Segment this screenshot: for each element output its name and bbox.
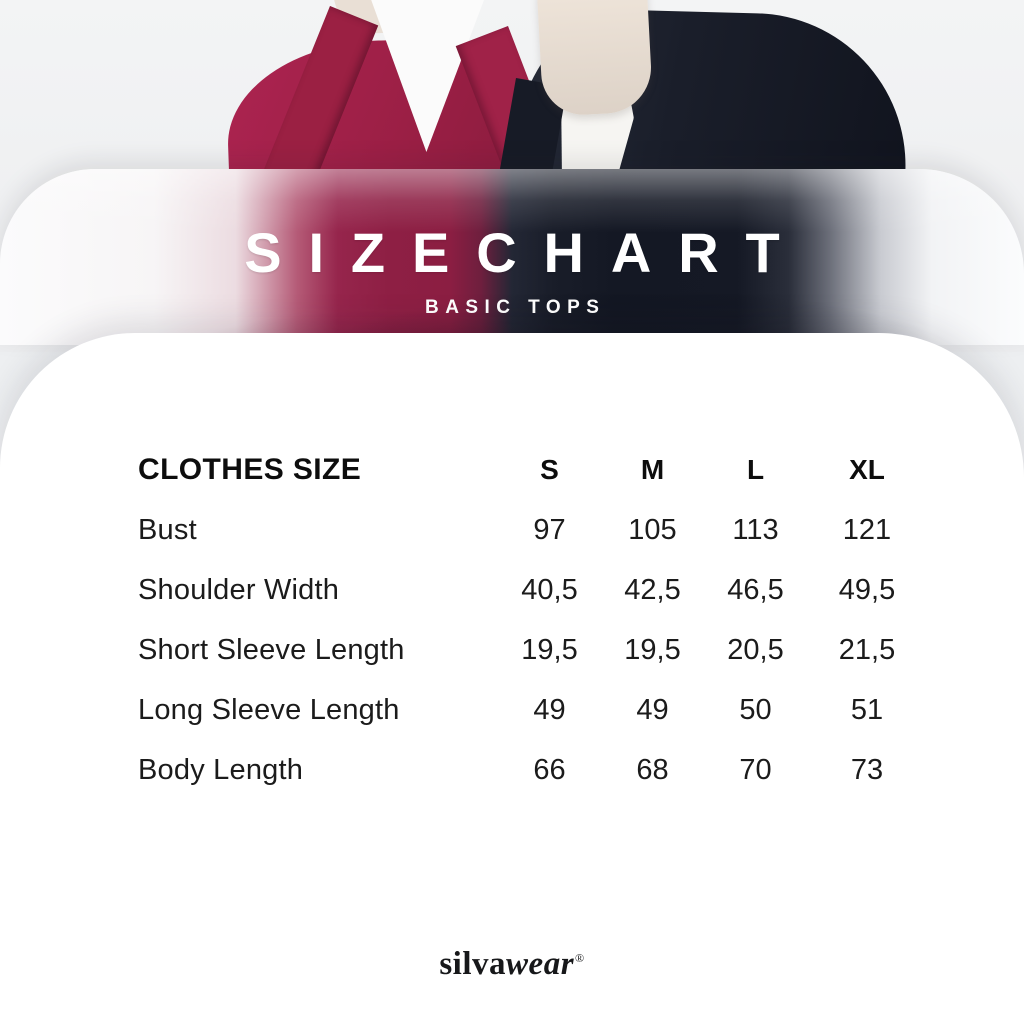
title-banner-content: SIZECHART BASIC TOPS (0, 169, 1024, 345)
row-value: 51 (850, 693, 884, 726)
table-row: Body Length 66 68 70 73 (138, 740, 928, 800)
row-value: 46,5 (727, 573, 784, 606)
column-header: M (640, 454, 665, 485)
row-value: 50 (739, 693, 772, 726)
row-label: Body Length (138, 753, 304, 786)
table-header-label: CLOTHES SIZE (138, 453, 362, 486)
row-label: Bust (138, 513, 197, 546)
size-chart-card: CLOTHES SIZE S M L XL Bust 97 105 113 121 Shoulder… (0, 333, 1024, 1024)
row-value: 66 (533, 753, 566, 786)
row-value: 113 (732, 513, 779, 546)
row-value: 105 (628, 513, 677, 546)
brand-name-italic: wear (506, 946, 575, 982)
table-row: Long Sleeve Length 49 49 50 51 (138, 680, 928, 740)
row-value: 19,5 (521, 633, 578, 666)
page-title: SIZECHART (244, 221, 807, 284)
size-table: CLOTHES SIZE S M L XL Bust 97 105 113 121 Shoulder… (138, 440, 928, 800)
registered-trademark-icon: ® (575, 951, 585, 965)
right-model-hijab (536, 0, 654, 117)
brand-name-regular: silva (439, 946, 507, 982)
row-value: 19,5 (624, 633, 681, 666)
row-label: Shoulder Width (138, 573, 340, 606)
row-label: Short Sleeve Length (138, 633, 405, 666)
row-value: 20,5 (727, 633, 784, 666)
table-row: Short Sleeve Length 19,5 19,5 20,5 21,5 (138, 620, 928, 680)
page-subtitle: BASIC TOPS (425, 297, 606, 318)
row-label: Long Sleeve Length (138, 693, 400, 726)
table-row: Shoulder Width 40,5 42,5 46,5 49,5 (138, 560, 928, 620)
row-value: 40,5 (521, 573, 578, 606)
brand-logo: silvawear® (0, 946, 1024, 983)
column-header: L (746, 454, 765, 485)
row-value: 68 (636, 753, 669, 786)
row-value: 49 (533, 693, 566, 726)
row-value: 42,5 (624, 573, 681, 606)
table-header-row: CLOTHES SIZE S M L XL (138, 440, 928, 500)
row-value: 97 (533, 513, 566, 546)
table-row: Bust 97 105 113 121 (138, 500, 928, 560)
row-value: 73 (850, 753, 884, 786)
row-value: 21,5 (838, 633, 896, 666)
row-value: 70 (739, 753, 772, 786)
row-value: 49 (636, 693, 669, 726)
column-header: S (540, 454, 559, 485)
column-header: XL (849, 454, 885, 485)
title-banner: SIZECHART BASIC TOPS (0, 169, 1024, 345)
row-value: 121 (842, 513, 892, 546)
row-value: 49,5 (838, 573, 896, 606)
